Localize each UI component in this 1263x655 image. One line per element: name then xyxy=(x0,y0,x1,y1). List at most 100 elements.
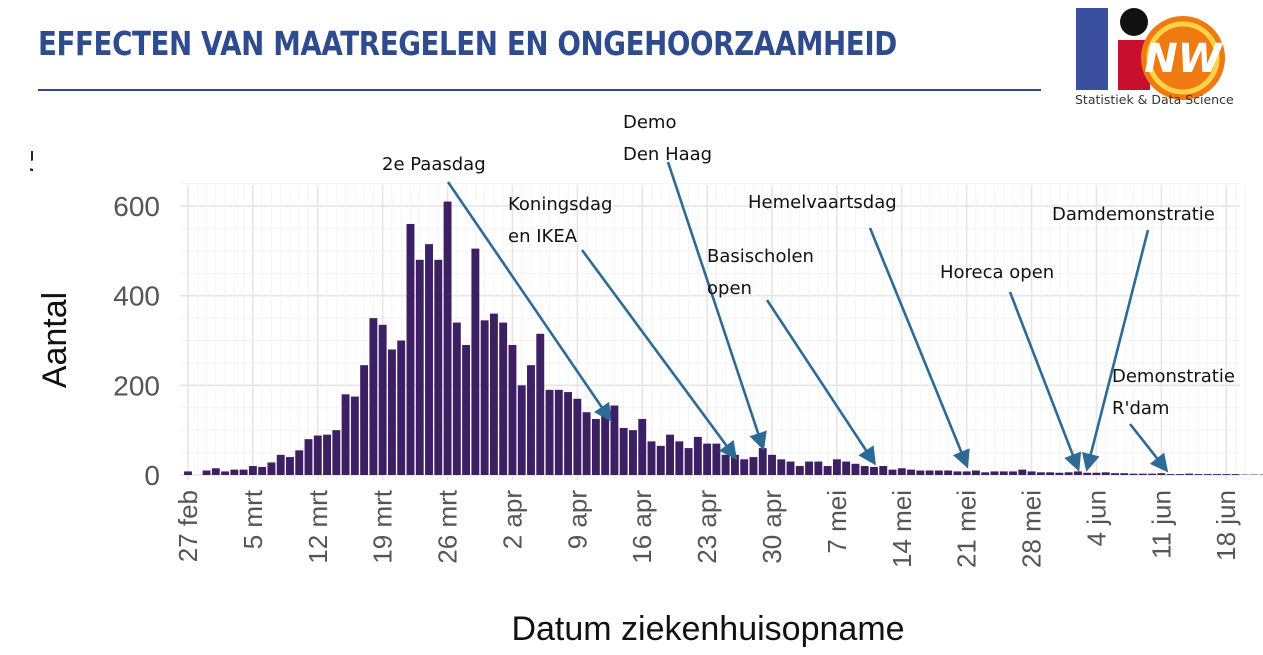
bar xyxy=(387,349,396,475)
bar xyxy=(1111,473,1119,475)
bar xyxy=(666,434,674,475)
bar xyxy=(591,418,600,475)
x-tick-label: 23 apr xyxy=(692,490,722,564)
bar xyxy=(814,461,823,475)
bar xyxy=(638,418,647,475)
bar xyxy=(740,459,749,475)
bar xyxy=(202,470,211,475)
bar xyxy=(1055,472,1064,475)
bar xyxy=(332,430,341,475)
bar xyxy=(443,201,452,476)
bar xyxy=(304,439,313,475)
bar xyxy=(489,313,498,475)
bar xyxy=(397,340,406,475)
annotation: Demonstratie R'dam xyxy=(1112,366,1235,473)
bar xyxy=(184,471,192,475)
bar xyxy=(777,459,786,475)
y-tick-labels: 0 200 400 600 xyxy=(113,191,160,491)
annotation-arrow xyxy=(580,249,738,460)
logo-text: NW xyxy=(1144,36,1223,82)
bar xyxy=(851,463,860,475)
bar xyxy=(934,470,943,475)
bar xyxy=(860,466,869,475)
bar xyxy=(1120,473,1129,475)
bar xyxy=(573,398,582,475)
bar xyxy=(378,324,387,475)
bar xyxy=(517,385,526,475)
bar xyxy=(916,470,925,475)
bar xyxy=(656,445,665,475)
x-tick-label: 14 mei xyxy=(887,490,917,568)
bar xyxy=(1203,474,1212,475)
annotation-label: Basischolen open xyxy=(707,246,814,299)
bar xyxy=(286,457,294,475)
bar xyxy=(768,454,776,475)
bar xyxy=(795,466,804,475)
bar xyxy=(1046,472,1055,475)
bar xyxy=(239,469,248,475)
annotation: 2e Paasdag xyxy=(382,154,612,422)
bar xyxy=(230,469,239,475)
grid xyxy=(180,183,1246,480)
x-tick-label: 26 mrt xyxy=(433,489,463,563)
x-tick-label: 21 mei xyxy=(952,490,982,568)
x-tick-label: 4 jun xyxy=(1081,490,1111,546)
logo: NW xyxy=(1076,8,1225,100)
bar xyxy=(425,244,433,475)
bar xyxy=(527,365,535,475)
bar xyxy=(1166,474,1175,475)
bar xyxy=(730,454,739,475)
annotation: Basischolen open xyxy=(707,246,876,466)
bar xyxy=(675,441,684,475)
bar xyxy=(1175,474,1184,475)
x-tick-label: 11 jun xyxy=(1146,490,1176,559)
bar xyxy=(703,443,712,475)
annotation: Hemelvaartsdag xyxy=(748,192,970,469)
x-tick-label: 27 feb xyxy=(173,490,203,562)
bar xyxy=(415,259,424,475)
annotation: Demo Den Haag xyxy=(623,112,767,451)
bar xyxy=(972,470,980,475)
bar xyxy=(990,471,999,475)
bar xyxy=(1027,471,1036,475)
logo-blue-bar xyxy=(1076,8,1108,90)
annotation-arrow xyxy=(1128,423,1169,473)
annotation: Damdemonstratie xyxy=(1052,204,1215,472)
x-tick-label: 5 mrt xyxy=(238,489,268,549)
bar xyxy=(462,344,471,475)
bar xyxy=(313,435,322,475)
x-axis-label: Datum ziekenhuisopname xyxy=(511,610,904,648)
bar xyxy=(471,248,480,475)
bar xyxy=(870,466,878,475)
bar xyxy=(925,470,934,475)
bar xyxy=(406,223,415,475)
bar xyxy=(953,471,962,475)
bar xyxy=(999,471,1008,475)
annotation-label: Hemelvaartsdag xyxy=(748,192,897,213)
bar xyxy=(369,318,378,475)
x-tick-labels: 27 feb 5 mrt 12 mrt 19 mrt 26 mrt 2 apr 9 apr 1… xyxy=(173,489,1241,568)
x-tick-label: 19 mrt xyxy=(368,489,398,563)
bar xyxy=(944,470,953,475)
bar xyxy=(554,389,563,475)
y-tick-label: 0 xyxy=(144,460,160,491)
bar xyxy=(1129,473,1138,475)
annotation-arrow xyxy=(666,161,767,451)
bar xyxy=(832,459,841,475)
bar xyxy=(842,461,851,475)
annotation-label: Demo Den Haag xyxy=(623,112,712,165)
bar xyxy=(647,441,656,475)
bar xyxy=(341,394,350,475)
bar xyxy=(1222,474,1231,475)
bar xyxy=(962,471,971,475)
bar xyxy=(295,450,304,475)
y-tick-label: 200 xyxy=(113,370,160,401)
annotation-arrow xyxy=(765,299,876,466)
bar xyxy=(1194,474,1203,475)
bar xyxy=(629,430,637,475)
bar xyxy=(907,469,916,475)
bar xyxy=(1231,474,1240,475)
bar xyxy=(360,365,369,475)
bar xyxy=(267,462,276,475)
